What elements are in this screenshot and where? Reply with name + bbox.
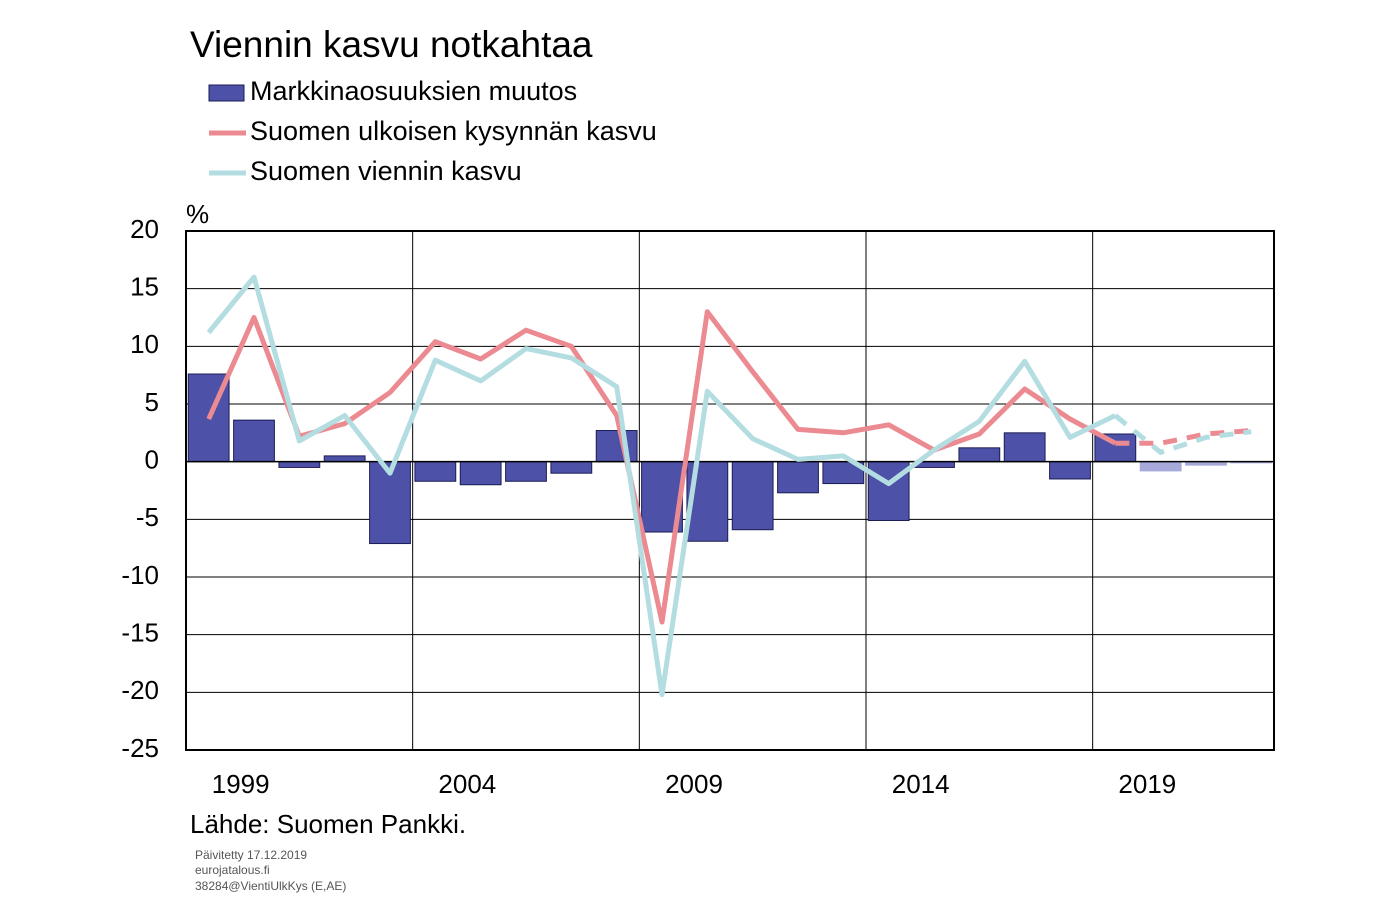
legend-label: Markkinaosuuksien muutos: [250, 76, 577, 106]
line: [206, 274, 1117, 698]
chart-title: Viennin kasvu notkahtaa: [190, 24, 593, 65]
bar: [958, 447, 1001, 463]
y-tick-label: -5: [136, 502, 159, 532]
line: [1113, 413, 1252, 455]
y-tick-label: 5: [145, 387, 159, 417]
bar: [1049, 461, 1091, 480]
bar: [1139, 461, 1182, 472]
plot-frame: [185, 230, 1275, 751]
bar: [323, 455, 366, 463]
x-tick-label: 2019: [1118, 769, 1176, 799]
bar: [459, 461, 502, 486]
bar: [414, 461, 457, 482]
x-tick-label: 1999: [212, 769, 270, 799]
y-axis-unit: %: [186, 199, 209, 229]
note: 38284@VientiUlkKys (E,AE): [195, 879, 346, 893]
note: Päivitetty 17.12.2019: [195, 848, 307, 862]
note: eurojatalous.fi: [195, 863, 270, 877]
y-tick-label: 15: [130, 272, 159, 302]
line: [206, 309, 1117, 625]
legend-swatch: [208, 84, 245, 102]
y-tick-label: -25: [121, 733, 159, 763]
x-tick-label: 2014: [892, 769, 950, 799]
legend-label: Suomen viennin kasvu: [250, 156, 522, 186]
bar: [278, 461, 321, 468]
bar: [505, 461, 547, 482]
x-tick-label: 2004: [438, 769, 496, 799]
y-tick-label: -15: [121, 618, 159, 648]
bar: [777, 461, 819, 494]
y-tick-label: 10: [130, 329, 159, 359]
y-tick-label: -20: [121, 675, 159, 705]
bar: [731, 461, 774, 531]
y-tick-label: 20: [130, 214, 159, 244]
y-tick-label: -10: [121, 560, 159, 590]
bar: [233, 419, 275, 463]
legend-label: Suomen ulkoisen kysynnän kasvu: [250, 116, 657, 146]
bar: [595, 430, 638, 463]
y-tick-label: 0: [145, 445, 159, 475]
bar: [1003, 432, 1046, 463]
x-tick-label: 2009: [665, 769, 723, 799]
source: Lähde: Suomen Pankki.: [190, 809, 466, 839]
bar: [550, 461, 593, 474]
